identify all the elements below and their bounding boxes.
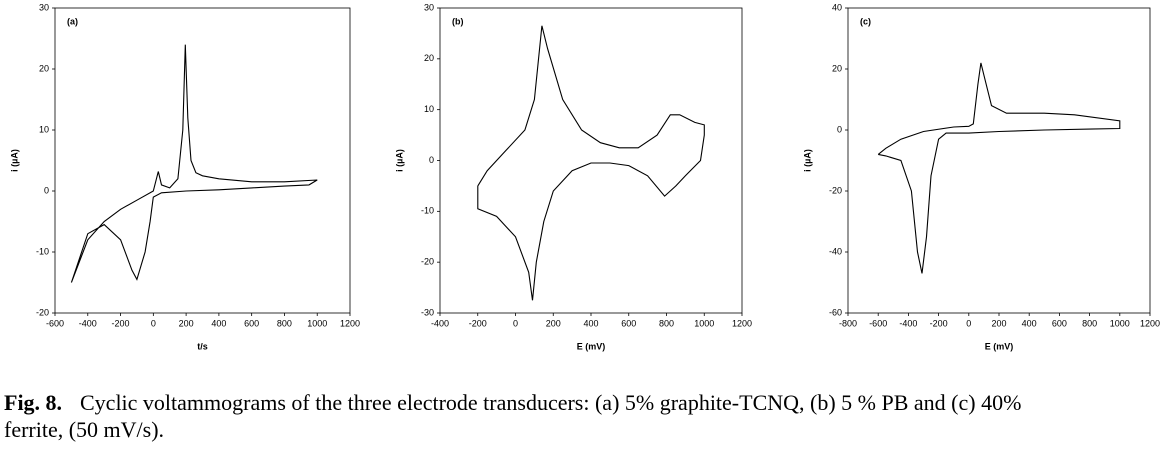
caption-label: Fig. 8. <box>4 390 62 415</box>
x-tick-label: 0 <box>513 318 518 328</box>
x-tick-label: 1000 <box>307 318 327 328</box>
y-tick-label: 30 <box>424 2 434 12</box>
plot-frame <box>439 7 743 314</box>
x-axis-label: E (mV) <box>577 341 606 351</box>
x-tick-label: 1000 <box>1110 318 1130 328</box>
cv-curve <box>70 44 318 283</box>
y-tick-label: 20 <box>832 63 842 73</box>
y-tick-label: 0 <box>837 124 842 134</box>
y-tick-label: -20 <box>421 257 434 267</box>
x-tick-label: -400 <box>899 318 917 328</box>
y-tick-label: -60 <box>829 307 842 317</box>
y-tick-label: 10 <box>39 124 49 134</box>
caption-text: Cyclic voltammograms of the three electr… <box>80 390 1021 415</box>
x-tick-label: 800 <box>1082 318 1097 328</box>
x-tick-label: 600 <box>244 318 259 328</box>
y-tick-label: 30 <box>39 2 49 12</box>
y-tick-label: 0 <box>429 155 434 165</box>
y-tick-label: -20 <box>36 307 49 317</box>
x-tick-label: -200 <box>469 318 487 328</box>
panel-label: (a) <box>67 16 78 26</box>
x-tick-label: 800 <box>277 318 292 328</box>
x-tick-label: 0 <box>151 318 156 328</box>
cv-curve <box>477 25 705 301</box>
x-tick-label: -800 <box>839 318 857 328</box>
y-tick-label: 20 <box>424 53 434 63</box>
x-tick-label: 1200 <box>1140 318 1160 328</box>
panel-label: (b) <box>452 16 464 26</box>
x-tick-label: 600 <box>1052 318 1067 328</box>
y-tick-label: 0 <box>44 185 49 195</box>
x-tick-label: 1200 <box>732 318 752 328</box>
cv-curve <box>877 62 1121 274</box>
y-tick-label: 40 <box>832 2 842 12</box>
x-tick-label: -400 <box>431 318 449 328</box>
x-tick-label: 400 <box>211 318 226 328</box>
x-axis-label: t/s <box>197 341 208 351</box>
x-tick-label: 0 <box>966 318 971 328</box>
x-axis-label: E (mV) <box>985 341 1014 351</box>
y-axis-label: i (µA) <box>9 149 19 172</box>
x-tick-label: 400 <box>583 318 598 328</box>
caption-text: ferrite, (50 mV/s). <box>4 417 164 442</box>
y-tick-label: -20 <box>829 185 842 195</box>
x-tick-label: 1200 <box>340 318 360 328</box>
y-axis-label: i (µA) <box>802 149 812 172</box>
x-tick-label: 800 <box>659 318 674 328</box>
y-tick-label: -10 <box>421 206 434 216</box>
y-tick-label: -10 <box>36 246 49 256</box>
x-tick-label: 200 <box>991 318 1006 328</box>
x-tick-label: -600 <box>46 318 64 328</box>
y-tick-label: 20 <box>39 63 49 73</box>
y-axis-label: i (µA) <box>394 149 404 172</box>
x-tick-label: -200 <box>112 318 130 328</box>
x-tick-label: 400 <box>1022 318 1037 328</box>
y-tick-label: 10 <box>424 104 434 114</box>
x-tick-label: 200 <box>179 318 194 328</box>
y-tick-label: -30 <box>421 307 434 317</box>
x-tick-label: -400 <box>79 318 97 328</box>
x-tick-label: 600 <box>621 318 636 328</box>
x-tick-label: 200 <box>546 318 561 328</box>
plot-frame <box>847 7 1151 314</box>
panel-label: (c) <box>860 16 871 26</box>
x-tick-label: 1000 <box>694 318 714 328</box>
y-tick-label: -40 <box>829 246 842 256</box>
x-tick-label: -600 <box>869 318 887 328</box>
plot-frame <box>54 7 351 314</box>
x-tick-label: -200 <box>930 318 948 328</box>
